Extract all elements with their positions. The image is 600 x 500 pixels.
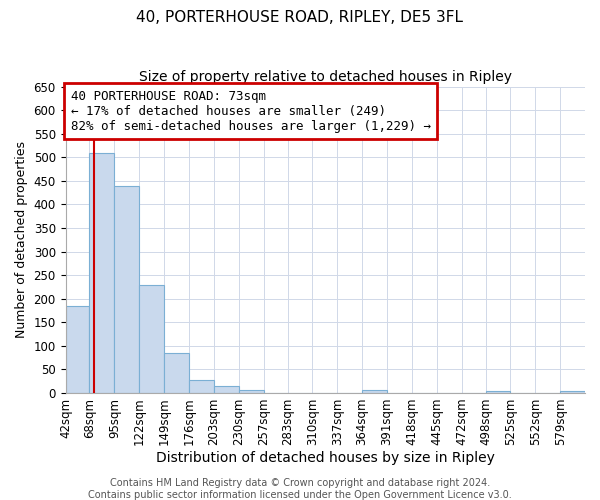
Bar bbox=[115, 186, 139, 393]
Bar bbox=[485, 390, 511, 393]
X-axis label: Distribution of detached houses by size in Ripley: Distribution of detached houses by size … bbox=[156, 451, 495, 465]
Bar bbox=[239, 390, 263, 393]
Text: 40 PORTERHOUSE ROAD: 73sqm
← 17% of detached houses are smaller (249)
82% of sem: 40 PORTERHOUSE ROAD: 73sqm ← 17% of deta… bbox=[71, 90, 431, 132]
Bar bbox=[164, 353, 189, 393]
Text: Contains HM Land Registry data © Crown copyright and database right 2024.
Contai: Contains HM Land Registry data © Crown c… bbox=[88, 478, 512, 500]
Bar bbox=[89, 152, 115, 393]
Bar bbox=[560, 390, 585, 393]
Bar bbox=[362, 390, 387, 393]
Title: Size of property relative to detached houses in Ripley: Size of property relative to detached ho… bbox=[139, 70, 512, 84]
Bar bbox=[65, 306, 89, 393]
Bar bbox=[214, 386, 239, 393]
Text: 40, PORTERHOUSE ROAD, RIPLEY, DE5 3FL: 40, PORTERHOUSE ROAD, RIPLEY, DE5 3FL bbox=[137, 10, 464, 25]
Bar bbox=[139, 286, 164, 393]
Y-axis label: Number of detached properties: Number of detached properties bbox=[15, 142, 28, 338]
Bar bbox=[189, 380, 214, 393]
